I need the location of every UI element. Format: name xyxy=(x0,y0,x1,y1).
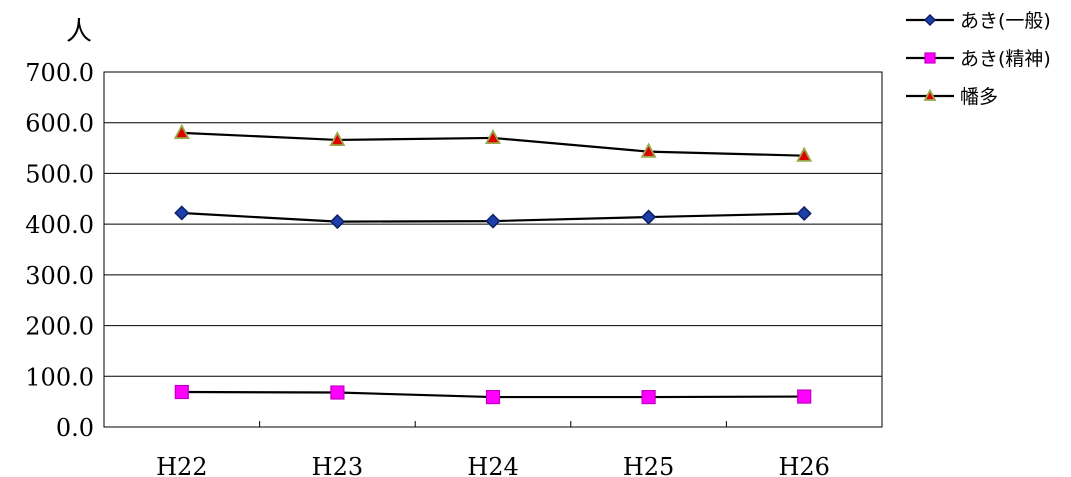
gridlines xyxy=(104,122,882,377)
legend: あき(一般) あき(精神) 幡多 xyxy=(906,10,1051,108)
y-tick-label: 200.0 xyxy=(25,313,94,341)
data-point xyxy=(797,389,812,404)
y-tick-label: 400.0 xyxy=(25,211,94,239)
x-tick-label: H22 xyxy=(156,453,207,477)
x-tick-label: H26 xyxy=(778,453,829,477)
data-point xyxy=(796,146,813,162)
x-tick-label: H23 xyxy=(312,453,363,477)
data-point xyxy=(485,213,501,229)
legend-marker xyxy=(923,88,937,101)
data-point xyxy=(485,128,501,145)
series-2 xyxy=(173,123,813,162)
data-point xyxy=(641,389,656,405)
series-0 xyxy=(174,205,812,230)
data-point xyxy=(329,130,346,147)
x-axis-ticks xyxy=(259,421,727,427)
data-point xyxy=(485,389,501,405)
legend-label: あき(一般) xyxy=(960,10,1051,32)
plot-area xyxy=(103,71,883,428)
y-axis-tick-labels: 0.0 100.0 200.0 300.0 400.0 500.0 600.0 700.0 xyxy=(25,59,94,442)
series-1 xyxy=(174,384,812,405)
legend-marker xyxy=(923,13,937,27)
legend-label: 幡多 xyxy=(960,86,998,108)
data-point xyxy=(173,123,190,139)
x-tick-label: H25 xyxy=(623,453,674,477)
legend-item: あき(精神) xyxy=(906,48,1051,70)
legend-item: 幡多 xyxy=(906,86,998,108)
legend-label: あき(精神) xyxy=(960,48,1051,70)
data-point xyxy=(174,205,190,221)
y-tick-label: 500.0 xyxy=(25,160,94,188)
data-point xyxy=(330,385,345,400)
y-tick-label: 300.0 xyxy=(25,262,94,290)
y-tick-label: 100.0 xyxy=(25,363,94,391)
series-layer xyxy=(173,123,813,405)
data-point xyxy=(174,384,189,400)
y-axis-unit-label: 人 xyxy=(66,17,92,47)
data-point xyxy=(329,214,345,230)
legend-marker xyxy=(924,52,936,64)
data-point xyxy=(640,142,657,158)
y-tick-label: 700.0 xyxy=(25,59,94,87)
x-tick-label: H24 xyxy=(467,453,518,477)
y-tick-label: 600.0 xyxy=(25,110,94,138)
x-axis-tick-labels: H22 H23 H24 H25 H26 xyxy=(156,453,830,477)
legend-item: あき(一般) xyxy=(906,10,1051,32)
data-point xyxy=(796,205,812,222)
y-tick-label: 0.0 xyxy=(56,414,94,442)
data-point xyxy=(641,209,657,225)
